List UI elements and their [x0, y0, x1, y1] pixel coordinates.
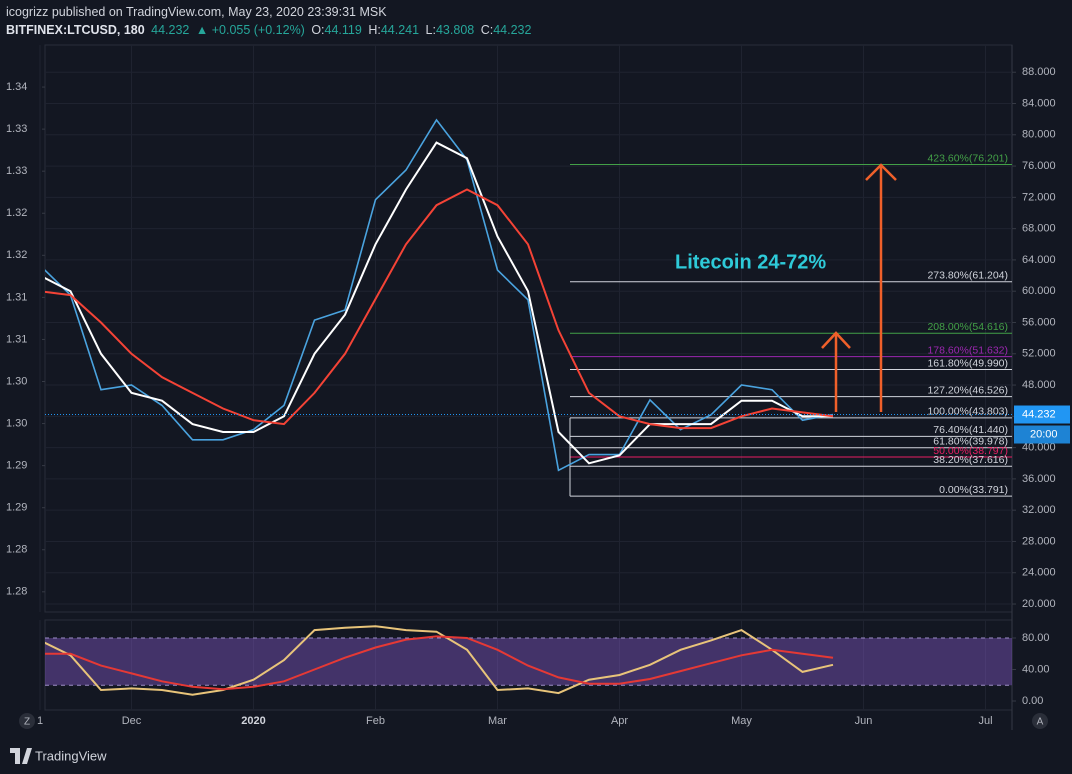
fib-label: 161.80%(49.990) — [927, 357, 1008, 369]
price-tag — [1014, 405, 1070, 424]
band — [45, 638, 1012, 686]
series-line — [45, 118, 834, 472]
fib-label: 50.00%(38.797) — [933, 445, 1008, 457]
price-tag-label: 44.232 — [1022, 408, 1056, 420]
fib-label: 76.40%(41.440) — [933, 424, 1008, 436]
button[interactable] — [19, 713, 35, 729]
y-tick-label: 40.00 — [1022, 663, 1050, 675]
series-line — [45, 141, 833, 465]
y2-tick-label: 1.34 — [6, 81, 27, 93]
close: 44.232 — [493, 23, 532, 37]
fib-label: 273.80%(61.204) — [927, 270, 1008, 282]
y-tick-label: 68.000 — [1022, 223, 1056, 235]
low: 43.808 — [435, 23, 475, 37]
y-tick-label: 60.000 — [1022, 285, 1056, 297]
price-tag-time: 20:00 — [1030, 428, 1058, 440]
high: 44.241 — [380, 23, 420, 37]
y-tick-label: 84.000 — [1022, 97, 1056, 109]
y-tick-label: 40.000 — [1022, 442, 1056, 454]
layers: 1 Dec 2020 Feb Mar Apr May Jun Jul 20.000 24.000 28… — [6, 45, 1070, 727]
y-tick-label: 36.000 — [1022, 473, 1056, 485]
y2-tick-label: 1.31 — [6, 291, 27, 303]
x-tick-label: Mar — [488, 715, 507, 727]
y-tick-label: 72.000 — [1022, 191, 1056, 203]
x-tick-label: Feb — [366, 715, 385, 727]
x-tick-label: Jun — [855, 715, 873, 727]
y-tick-label: 48.000 — [1022, 379, 1056, 391]
x-tick-label: 2020 — [241, 715, 265, 727]
y-tick-label: 88.000 — [1022, 66, 1056, 78]
arrow-head — [821, 331, 851, 349]
series-line — [45, 635, 834, 691]
brand: TradingView — [35, 748, 107, 763]
x-tick-label: Dec — [122, 715, 142, 727]
change: ▲ +0.055 (+0.12%) — [195, 23, 305, 37]
y2-tick-label: 1.29 — [6, 460, 27, 472]
fib-label: 423.60%(76.201) — [927, 152, 1008, 164]
publisher: icogrizz published on TradingView.com, M… — [6, 5, 387, 19]
high-label: H: — [368, 23, 381, 37]
series-line — [45, 188, 834, 430]
y-tick-label: 56.000 — [1022, 316, 1056, 328]
button-label[interactable]: Z — [24, 717, 30, 728]
y-tick-label: 32.000 — [1022, 504, 1056, 516]
y2-tick-label: 1.32 — [6, 207, 27, 219]
y-tick-label: 20.000 — [1022, 598, 1056, 610]
series-line — [45, 625, 834, 696]
y2-tick-label: 1.30 — [6, 375, 27, 387]
y-tick-label: 52.000 — [1022, 348, 1056, 360]
x-tick-label: Jul — [978, 715, 992, 727]
fib-label: 0.00%(33.791) — [939, 484, 1008, 496]
y-tick-label: 0.00 — [1022, 695, 1043, 707]
x-tick-label: May — [731, 715, 752, 727]
symbol-line: BITFINEX:LTCUSD, 180 44.232 ▲ +0.055 (+0… — [6, 21, 534, 39]
y2-tick-label: 1.33 — [6, 165, 27, 177]
y2-tick-label: 1.33 — [6, 123, 27, 135]
y2-tick-label: 1.30 — [6, 417, 27, 429]
brand-logo — [10, 748, 32, 764]
fib-label: 208.00%(54.616) — [927, 321, 1008, 333]
y-tick-label: 80.000 — [1022, 129, 1056, 141]
y-tick-label: 28.000 — [1022, 535, 1056, 547]
y-tick-label: 76.000 — [1022, 160, 1056, 172]
open: 44.119 — [324, 23, 362, 37]
button-label[interactable]: A — [1037, 717, 1044, 728]
y2-tick-label: 1.28 — [6, 544, 27, 556]
fib-label: 127.20%(46.526) — [927, 384, 1008, 396]
button[interactable] — [1032, 713, 1048, 729]
y-tick-label: 80.00 — [1022, 632, 1050, 644]
low-label: L: — [425, 23, 436, 37]
main-pane — [44, 44, 1013, 613]
y-tick-label: 24.000 — [1022, 567, 1056, 579]
y2-tick-label: 1.32 — [6, 249, 27, 261]
open-label: O: — [311, 23, 325, 37]
arrows — [821, 163, 897, 412]
close-label: C: — [480, 23, 494, 37]
footer — [0, 740, 1072, 774]
fib-label: 61.80%(39.978) — [933, 436, 1008, 448]
fib-label: 178.60%(51.632) — [927, 344, 1008, 356]
last: 44.232 — [151, 23, 190, 37]
x-tick-label: Apr — [611, 715, 628, 727]
y2-tick-label: 1.29 — [6, 502, 27, 514]
y2-tick-label: 1.31 — [6, 333, 27, 345]
symbol: BITFINEX:LTCUSD, 180 — [6, 23, 145, 37]
header: icogrizz published on TradingView.com, M… — [6, 3, 534, 39]
y-tick-label: 64.000 — [1022, 254, 1056, 266]
x-tick-label: 1 — [37, 715, 43, 727]
y2-tick-label: 1.28 — [6, 586, 27, 598]
fib-label: 38.20%(37.616) — [933, 454, 1008, 466]
arrow-head — [865, 163, 897, 181]
price-tag-time-bg — [1014, 425, 1070, 444]
annotation: Litecoin 24-72% — [675, 251, 826, 273]
fib-label: 100.00%(43.803) — [927, 406, 1008, 418]
